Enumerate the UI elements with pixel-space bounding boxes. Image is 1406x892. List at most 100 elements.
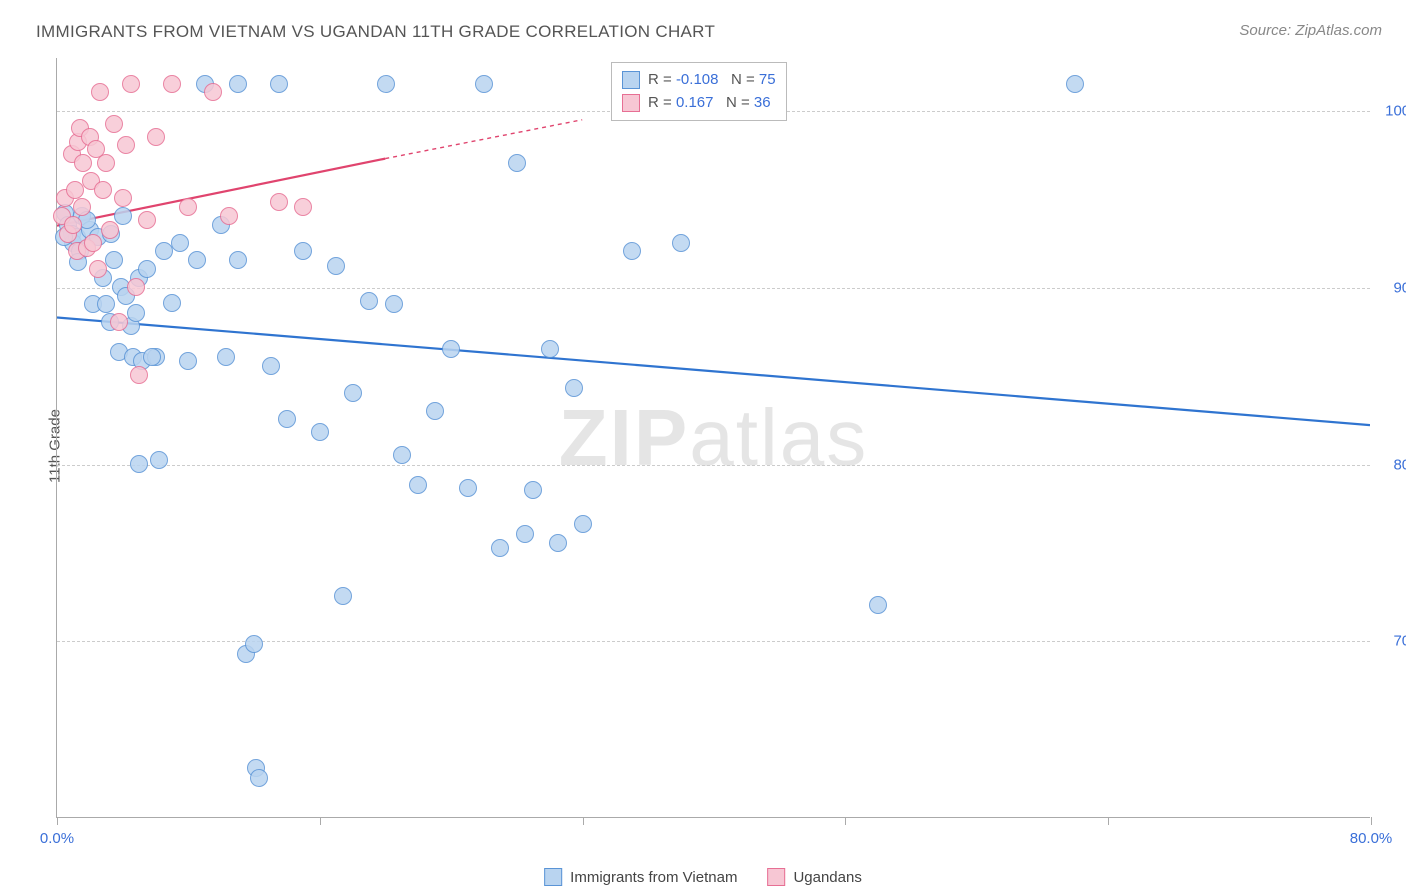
- scatter-point-vietnam: [393, 446, 411, 464]
- scatter-point-vietnam: [97, 295, 115, 313]
- source-name: ZipAtlas.com: [1295, 22, 1382, 39]
- scatter-point-ugandans: [97, 154, 115, 172]
- scatter-point-vietnam: [217, 348, 235, 366]
- chart-title: IMMIGRANTS FROM VIETNAM VS UGANDAN 11TH …: [36, 22, 715, 42]
- scatter-point-vietnam: [138, 260, 156, 278]
- scatter-point-vietnam: [114, 207, 132, 225]
- scatter-point-vietnam: [278, 410, 296, 428]
- scatter-point-ugandans: [74, 154, 92, 172]
- scatter-point-vietnam: [250, 769, 268, 787]
- scatter-point-vietnam: [179, 352, 197, 370]
- scatter-point-vietnam: [334, 587, 352, 605]
- scatter-point-ugandans: [66, 181, 84, 199]
- scatter-point-ugandans: [122, 75, 140, 93]
- scatter-point-vietnam: [442, 340, 460, 358]
- scatter-point-vietnam: [127, 304, 145, 322]
- x-tick: [1108, 817, 1109, 825]
- stats-legend: R = -0.108 N = 75R = 0.167 N = 36: [611, 62, 787, 121]
- scatter-point-vietnam: [565, 379, 583, 397]
- y-tick-label: 70.0%: [1393, 633, 1406, 650]
- legend-bottom: Immigrants from Vietnam Ugandans: [544, 868, 862, 886]
- y-tick-label: 90.0%: [1393, 279, 1406, 296]
- scatter-point-ugandans: [220, 207, 238, 225]
- scatter-point-vietnam: [143, 348, 161, 366]
- scatter-point-ugandans: [204, 83, 222, 101]
- x-tick: [845, 817, 846, 825]
- legend-item: Immigrants from Vietnam: [544, 868, 737, 886]
- stats-text: R = -0.108 N = 75: [648, 69, 776, 92]
- x-tick: [583, 817, 584, 825]
- scatter-point-ugandans: [127, 278, 145, 296]
- x-tick: [1371, 817, 1372, 825]
- scatter-point-ugandans: [270, 193, 288, 211]
- legend-swatch: [622, 94, 640, 112]
- legend-swatch: [544, 868, 562, 886]
- scatter-point-vietnam: [385, 295, 403, 313]
- scatter-point-vietnam: [229, 251, 247, 269]
- legend-label: Immigrants from Vietnam: [570, 869, 737, 886]
- scatter-point-ugandans: [94, 181, 112, 199]
- scatter-point-vietnam: [327, 257, 345, 275]
- scatter-point-vietnam: [130, 455, 148, 473]
- scatter-point-vietnam: [672, 234, 690, 252]
- scatter-point-vietnam: [491, 539, 509, 557]
- scatter-point-vietnam: [150, 451, 168, 469]
- scatter-point-ugandans: [89, 260, 107, 278]
- scatter-point-vietnam: [426, 402, 444, 420]
- watermark-rest: atlas: [689, 393, 868, 482]
- legend-swatch: [622, 71, 640, 89]
- scatter-plot-area: ZIPatlas 70.0%80.0%90.0%100.0%0.0%80.0%R…: [56, 58, 1370, 818]
- scatter-point-vietnam: [377, 75, 395, 93]
- y-tick-label: 100.0%: [1385, 103, 1406, 120]
- stats-legend-row: R = 0.167 N = 36: [622, 92, 776, 115]
- x-tick: [320, 817, 321, 825]
- y-tick-label: 80.0%: [1393, 456, 1406, 473]
- scatter-point-vietnam: [344, 384, 362, 402]
- scatter-point-ugandans: [179, 198, 197, 216]
- scatter-point-vietnam: [409, 476, 427, 494]
- gridline: [57, 288, 1370, 289]
- scatter-point-vietnam: [475, 75, 493, 93]
- scatter-point-vietnam: [105, 251, 123, 269]
- scatter-point-vietnam: [869, 596, 887, 614]
- scatter-point-vietnam: [541, 340, 559, 358]
- scatter-point-ugandans: [138, 211, 156, 229]
- scatter-point-vietnam: [549, 534, 567, 552]
- trend-line: [57, 317, 1370, 425]
- scatter-point-ugandans: [114, 189, 132, 207]
- scatter-point-vietnam: [245, 635, 263, 653]
- x-tick: [57, 817, 58, 825]
- scatter-point-ugandans: [294, 198, 312, 216]
- scatter-point-vietnam: [574, 515, 592, 533]
- scatter-point-ugandans: [105, 115, 123, 133]
- scatter-point-vietnam: [229, 75, 247, 93]
- scatter-point-vietnam: [311, 423, 329, 441]
- scatter-point-ugandans: [130, 366, 148, 384]
- scatter-point-vietnam: [270, 75, 288, 93]
- trend-lines: [57, 58, 1370, 817]
- scatter-point-vietnam: [524, 481, 542, 499]
- watermark-bold: ZIP: [559, 393, 689, 482]
- scatter-point-vietnam: [459, 479, 477, 497]
- scatter-point-ugandans: [64, 216, 82, 234]
- scatter-point-vietnam: [623, 242, 641, 260]
- trend-line: [385, 120, 582, 159]
- legend-label: Ugandans: [793, 869, 861, 886]
- scatter-point-vietnam: [360, 292, 378, 310]
- gridline: [57, 465, 1370, 466]
- legend-item: Ugandans: [767, 868, 861, 886]
- scatter-point-ugandans: [110, 313, 128, 331]
- scatter-point-ugandans: [117, 136, 135, 154]
- scatter-point-ugandans: [91, 83, 109, 101]
- source-prefix: Source:: [1239, 22, 1295, 39]
- legend-swatch: [767, 868, 785, 886]
- scatter-point-vietnam: [163, 294, 181, 312]
- scatter-point-ugandans: [73, 198, 91, 216]
- scatter-point-vietnam: [516, 525, 534, 543]
- scatter-point-ugandans: [147, 128, 165, 146]
- scatter-point-ugandans: [84, 234, 102, 252]
- scatter-point-vietnam: [155, 242, 173, 260]
- scatter-point-vietnam: [508, 154, 526, 172]
- stats-legend-row: R = -0.108 N = 75: [622, 69, 776, 92]
- scatter-point-vietnam: [171, 234, 189, 252]
